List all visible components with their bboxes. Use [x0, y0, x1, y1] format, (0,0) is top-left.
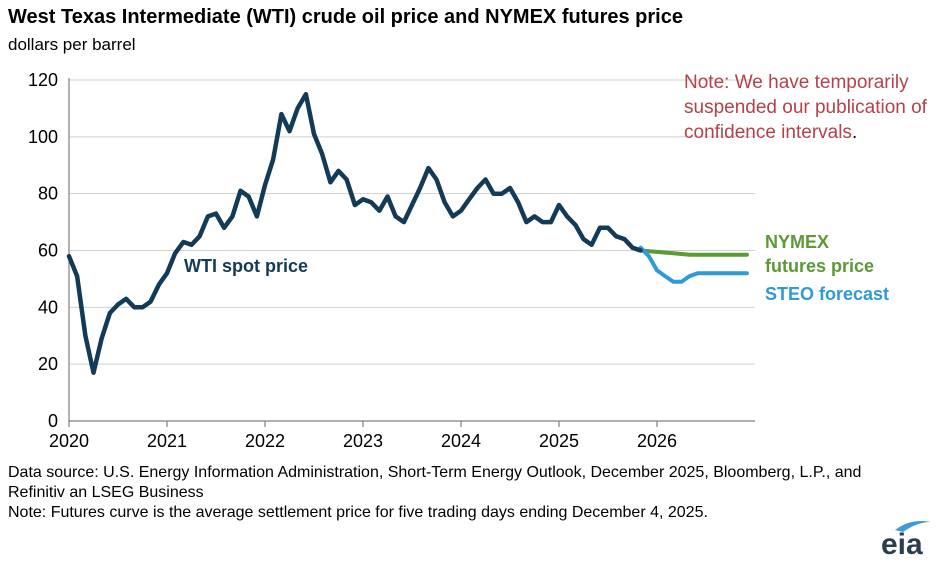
eia-logo: eia — [881, 521, 931, 560]
x-tick-label: 2025 — [539, 431, 579, 451]
x-tick-label: 2021 — [147, 431, 187, 451]
series-label-line: futures price — [765, 256, 874, 276]
chart-title: West Texas Intermediate (WTI) crude oil … — [8, 6, 683, 28]
chart-footer: Data source: U.S. Energy Information Adm… — [8, 463, 908, 523]
confidence-interval-note: Note: We have temporarily suspended our … — [684, 70, 934, 145]
series-line-wti-spot-price — [66, 91, 643, 375]
note-period: . — [851, 122, 858, 143]
y-tick-label: 120 — [28, 70, 58, 90]
y-axis-unit-label: dollars per barrel — [8, 35, 136, 54]
y-tick-label: 100 — [28, 127, 58, 147]
eia-logo-arc-icon — [895, 521, 931, 532]
eia-logo-text: eia — [881, 528, 923, 560]
data-source-text: Data source: U.S. Energy Information Adm… — [8, 464, 862, 501]
series-line-steo-forecast — [638, 245, 749, 284]
x-tick-label: 2023 — [343, 431, 383, 451]
series-label-nymex-futures-price: NYMEX futures price — [765, 232, 874, 276]
futures-note-text: Note: Futures curve is the average settl… — [8, 504, 708, 521]
y-tick-label: 0 — [48, 411, 58, 431]
y-tick-label: 20 — [38, 354, 58, 374]
x-tick-label: 2026 — [637, 431, 677, 451]
series-label-wti-spot-price: WTI spot price — [184, 256, 308, 276]
y-tick-label: 80 — [38, 184, 58, 204]
note-text: Note: We have temporarily suspended our … — [684, 72, 927, 143]
x-tick-label: 2020 — [49, 431, 89, 451]
y-tick-label: 60 — [38, 241, 58, 261]
y-tick-label: 40 — [38, 297, 58, 317]
x-tick-label: 2022 — [245, 431, 285, 451]
series-line-nymex-futures-price — [638, 248, 749, 257]
x-tick-label: 2024 — [441, 431, 481, 451]
series-label-line: NYMEX — [765, 232, 829, 252]
series-label-steo-forecast: STEO forecast — [765, 284, 889, 304]
